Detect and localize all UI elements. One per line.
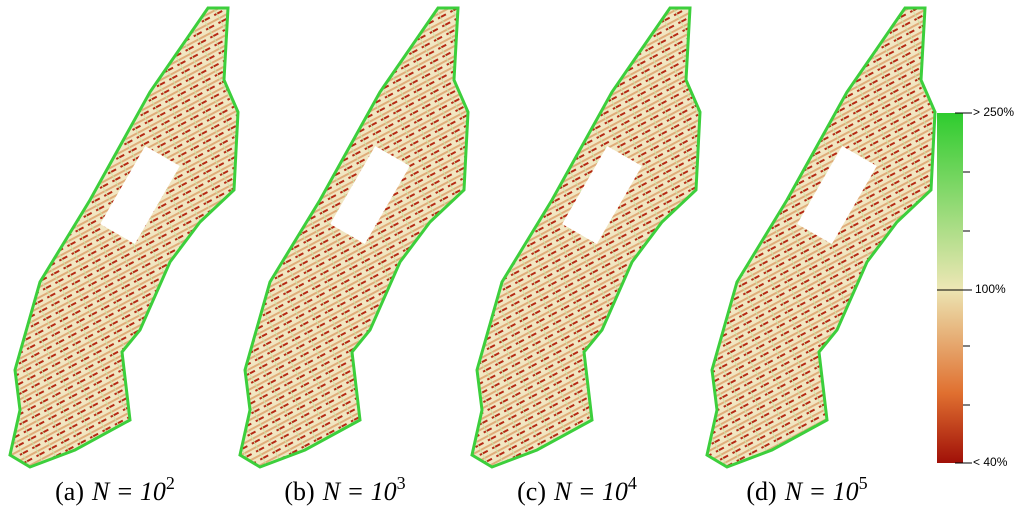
colorbar-gradient xyxy=(937,113,963,463)
map xyxy=(10,8,238,467)
caption: (c)N = 104 xyxy=(517,473,637,506)
caption-prefix: (a) xyxy=(55,477,84,506)
colorbar-label: < 40% xyxy=(973,455,1008,469)
map xyxy=(240,8,468,467)
caption-expression: N = 10 xyxy=(553,477,628,506)
map xyxy=(472,8,700,467)
caption-prefix: (d) xyxy=(746,477,776,506)
colorbar-label: 100% xyxy=(975,282,1006,296)
caption-prefix: (b) xyxy=(284,477,314,506)
caption-exponent: 2 xyxy=(166,473,175,493)
caption-expression: N = 10 xyxy=(91,477,166,506)
maps xyxy=(10,8,935,467)
caption-exponent: 3 xyxy=(397,473,406,493)
caption: (a)N = 102 xyxy=(55,473,175,506)
caption: (b) N = 103 xyxy=(284,473,405,506)
caption-prefix: (c) xyxy=(517,477,546,506)
colorbar: > 250% 100% < 40% xyxy=(937,105,1014,469)
caption-expression: N = 10 xyxy=(784,477,859,506)
caption-exponent: 5 xyxy=(859,473,868,493)
caption-exponent: 4 xyxy=(628,473,637,493)
caption-expression: N = 10 xyxy=(322,477,397,506)
map xyxy=(707,8,935,467)
caption: (d) N = 105 xyxy=(746,473,867,506)
figure: > 250% 100% < 40% (a)N = 102(b)N = 103(c… xyxy=(0,0,1022,523)
colorbar-label: > 250% xyxy=(973,105,1014,119)
